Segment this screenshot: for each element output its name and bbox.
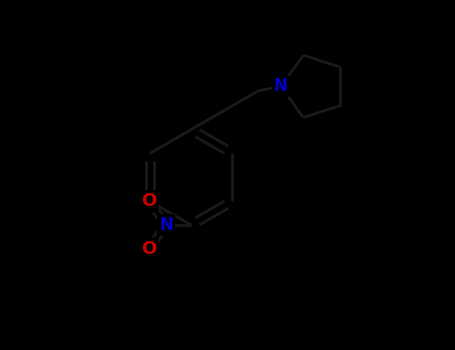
Text: O: O bbox=[141, 193, 157, 210]
Text: N: N bbox=[159, 216, 173, 234]
Text: N: N bbox=[274, 77, 288, 95]
Text: O: O bbox=[141, 240, 157, 258]
